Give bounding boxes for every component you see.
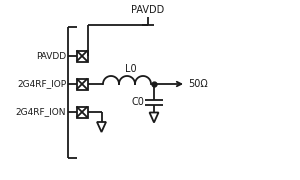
Bar: [76, 78, 88, 89]
Text: PAVDD: PAVDD: [36, 51, 66, 60]
Text: C0: C0: [131, 97, 144, 107]
Bar: [76, 51, 88, 62]
Text: PAVDD: PAVDD: [131, 5, 165, 15]
Text: L0: L0: [125, 64, 137, 74]
Text: 2G4RF_IOP: 2G4RF_IOP: [17, 80, 66, 89]
Text: 50Ω: 50Ω: [188, 79, 208, 89]
Bar: [76, 107, 88, 118]
Text: 2G4RF_ION: 2G4RF_ION: [16, 107, 66, 116]
